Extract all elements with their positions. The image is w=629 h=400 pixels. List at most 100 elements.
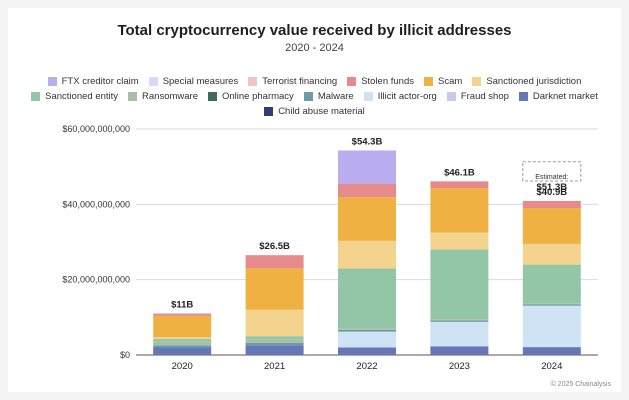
legend-item: Terrorist financing [248, 76, 337, 87]
bar-segment-darknet-market [522, 347, 581, 355]
bar-segment-stolen-funds [338, 183, 396, 198]
bar-segment-ransomware [153, 341, 212, 346]
legend-label: Terrorist financing [262, 76, 338, 87]
bar-segment-illicit-actor-org [430, 321, 489, 347]
bar-segment-malware [153, 345, 212, 348]
chart-legend: FTX creditor claim Special measures Terror… [28, 76, 601, 117]
bar-segment-darknet-market [338, 347, 396, 355]
legend-item: Child abuse material [264, 106, 365, 117]
bar-segment-malware [430, 320, 489, 322]
legend-label: Child abuse material [278, 106, 365, 117]
estimate-outline [522, 161, 582, 182]
legend-label: Sanctioned jurisdiction [486, 76, 582, 87]
legend-item: Ransomware [128, 91, 198, 102]
legend-item: Sanctioned jurisdiction [472, 76, 581, 87]
legend-label: Fraud shop [460, 91, 509, 102]
bar-segment-illicit-actor-org [338, 331, 396, 348]
y-tick-label: $40,000,000,000 [62, 199, 130, 209]
legend-label: Illicit actor-org [377, 91, 437, 102]
legend-swatch [446, 92, 456, 101]
bar-segment-sanctioned-jurisdiction [245, 309, 304, 337]
x-tick-label: 2023 [449, 361, 470, 372]
bar-segment-ransomware [338, 328, 396, 330]
legend-swatch [518, 92, 528, 101]
legend-swatch [347, 77, 357, 86]
copyright-credit: © 2025 Chainalysis [550, 381, 611, 388]
bar-total-label: $11B [171, 300, 193, 311]
bar-total-label: $46.1B [444, 167, 475, 178]
y-tick-label: $20,000,000,000 [62, 275, 130, 285]
bar-segment-stolen-funds [430, 181, 489, 189]
legend-label: Scam [438, 76, 463, 87]
bar-segment-scam [430, 188, 489, 233]
legend-swatch [47, 77, 57, 86]
bar-segment-illicit-actor-org [522, 305, 581, 348]
legend-swatch [148, 77, 158, 86]
legend-item: FTX creditor claim [47, 76, 139, 87]
bar-segment-sanctioned-entity [338, 268, 396, 329]
bar-segment-darknet-market [153, 347, 212, 355]
chart-title: Total cryptocurrency value received by i… [117, 22, 512, 39]
legend-item: Stolen funds [347, 76, 414, 87]
bar-segment-ransomware [522, 303, 581, 305]
bar-segment-sanctioned-jurisdiction [430, 232, 489, 250]
legend-item: Malware [303, 91, 354, 102]
bar-segment-sanctioned-entity [245, 336, 304, 340]
bar-segment-malware [522, 304, 581, 306]
stacked-bar-chart: $0 $20,000,000,000 $40,000,000,000 $60,000,… [62, 124, 598, 372]
bar-segment-ransomware [245, 339, 304, 343]
legend-swatch [31, 92, 41, 101]
bar-segment-sanctioned-jurisdiction [153, 337, 212, 339]
legend-label: Sanctioned entity [45, 91, 119, 102]
bar-segment-darknet-market [430, 346, 489, 355]
estimate-caption: Estimated: [535, 174, 568, 181]
legend-swatch [128, 92, 138, 101]
legend-swatch [424, 77, 434, 86]
bar-segment-malware [245, 342, 304, 346]
legend-label: FTX creditor claim [61, 76, 139, 87]
chart-frame: Total cryptocurrency value received by i… [8, 8, 621, 392]
y-tick-label: $0 [120, 350, 130, 360]
x-tick-label: 2024 [541, 361, 562, 372]
legend-label: Special measures [162, 76, 239, 87]
legend-label: Stolen funds [361, 76, 415, 87]
legend-item: Scam [424, 76, 462, 87]
x-tick-label: 2020 [172, 361, 193, 372]
bar-segment-ransomware [430, 319, 489, 321]
legend-swatch [363, 92, 373, 101]
estimate-value: $51.3B [536, 182, 567, 193]
legend-item: Illicit actor-org [363, 91, 437, 102]
legend-swatch [303, 92, 313, 101]
x-tick-label: 2022 [356, 361, 377, 372]
bar-segment-sanctioned-jurisdiction [522, 243, 581, 265]
legend-item: Fraud shop [446, 91, 509, 102]
bar-segment-darknet-market [245, 345, 304, 355]
bar-segment-stolen-funds [153, 313, 212, 316]
legend-label: Online pharmacy [222, 91, 294, 102]
bar-segment-sanctioned-jurisdiction [338, 240, 396, 269]
legend-item: Sanctioned entity [31, 91, 118, 102]
legend-swatch [472, 77, 482, 86]
bar-total-label: $40.9B [536, 187, 567, 198]
legend-label: Ransomware [142, 91, 198, 102]
bar-segment-sanctioned-entity [522, 264, 581, 304]
bar-segment-scam [522, 208, 581, 244]
legend-swatch [264, 107, 274, 116]
bar-segment-scam [338, 197, 396, 241]
bar-segment-sanctioned-entity [153, 338, 212, 342]
bar-segment-scam [245, 268, 304, 310]
x-tick-label: 2021 [264, 361, 285, 372]
bar-total-label: $26.5B [259, 241, 290, 252]
bar-segment-scam [153, 315, 212, 338]
legend-item: Darknet market [518, 91, 598, 102]
bar-segment-stolen-funds [522, 200, 581, 209]
bar-segment-stolen-funds [245, 255, 304, 269]
legend-item: Online pharmacy [208, 91, 294, 102]
chart-subtitle: 2020 - 2024 [285, 42, 344, 54]
legend-swatch [208, 92, 217, 101]
legend-label: Darknet market [532, 91, 598, 102]
bar-segment-malware [338, 329, 396, 332]
bar-segment-sanctioned-entity [430, 249, 489, 320]
bar-total-label: $54.3B [352, 136, 383, 147]
legend-swatch [248, 77, 258, 86]
